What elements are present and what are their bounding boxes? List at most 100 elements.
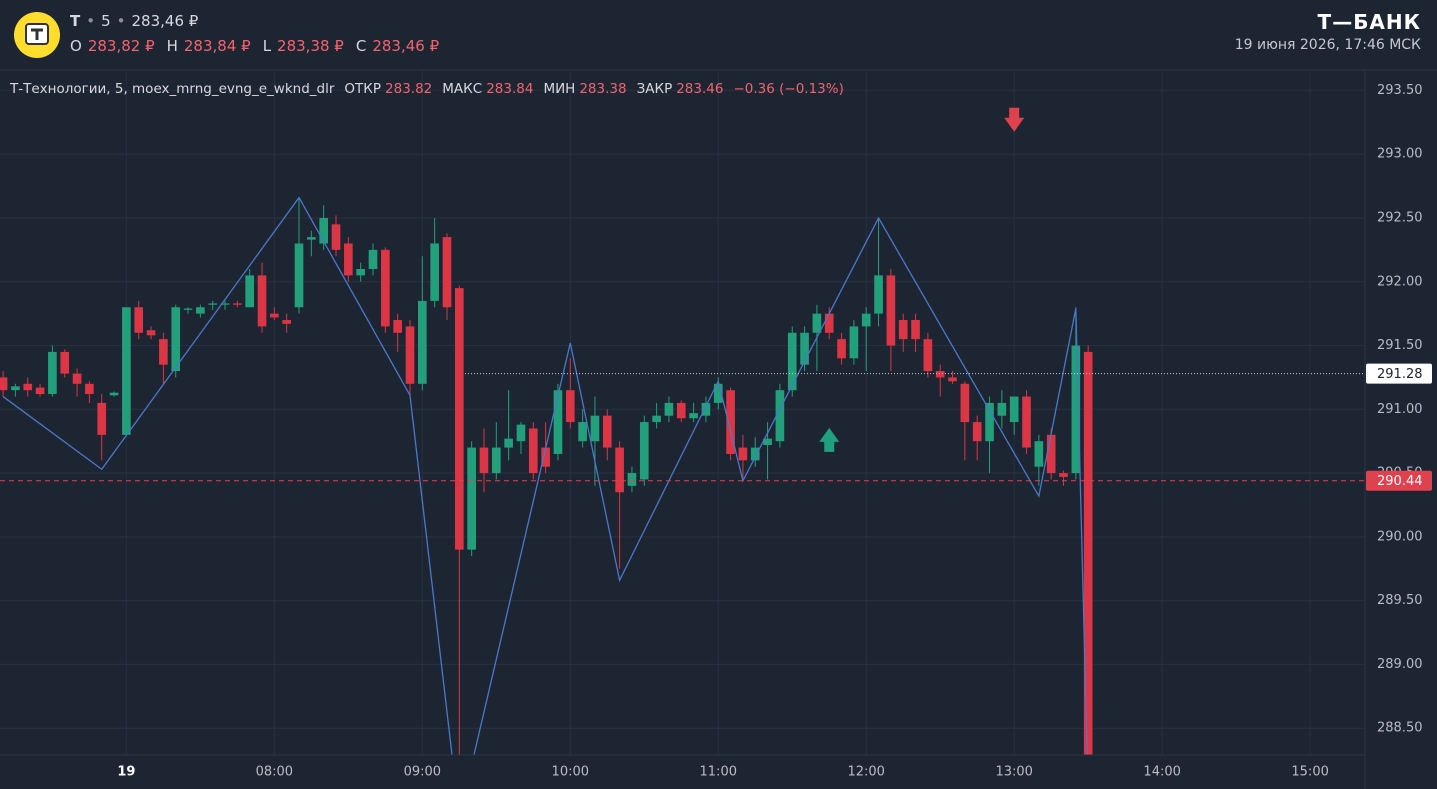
candle-body [48,351,57,395]
x-tick-label: 13:00 [995,765,1032,780]
candle-body [171,307,181,372]
price-label-bg [1366,470,1432,491]
candle-body [430,243,439,301]
candle-body [134,307,144,333]
candle-body [11,386,20,391]
candle-body [911,320,920,340]
candle-body [602,415,612,448]
candle-body [726,390,735,454]
zigzag-line [2,196,1088,755]
candle-body [479,447,489,474]
y-tick-label: 291.00 [1377,402,1423,417]
candle-body [319,217,328,244]
candle-body [491,447,501,474]
ticker: T [70,12,81,30]
brand: Т—БАНК [1317,10,1421,34]
candle-body [627,473,637,486]
candle-body [405,326,415,384]
candle-body [97,402,107,435]
candle-body [652,415,661,423]
ohlc-key: L [262,37,272,55]
candle-body [257,275,267,327]
candle-body [775,390,785,442]
candle-body [528,428,538,474]
candle-body [578,422,587,442]
candle-body [738,447,748,461]
y-tick-label: 290.00 [1377,529,1423,544]
y-tick-label: 288.50 [1377,721,1423,736]
legend-value: 283.46 [676,81,724,97]
candle-body [35,387,45,395]
candle-body [689,413,698,419]
legend-value: 283.82 [385,81,433,97]
x-tick-label: 19 [117,765,135,780]
candle-body [1022,396,1031,448]
candle-body [664,402,674,416]
interval: 5 [101,12,111,30]
candle-body [1034,441,1044,467]
candle-body [935,371,945,378]
candle-body [282,320,292,324]
dot: • [116,12,126,30]
candle-body [948,377,957,382]
candle-body [467,447,476,550]
candle-body [750,447,760,461]
ohlc-key: H [166,37,178,55]
x-tick-label: 12:00 [847,765,884,780]
price-label: 290.44 [1377,474,1423,489]
candle-body [159,339,168,365]
candle-body [874,275,883,314]
candle-body [1083,351,1093,755]
legend: Т-Технологии, 5, moex_mrng_evng_e_wknd_d… [10,81,844,97]
candle-body [1009,396,1019,423]
legend-key: МАКС [442,81,483,97]
candle-body [541,447,550,467]
legend-value: 283.38 [579,81,627,97]
ohlc-key: O [70,37,82,55]
x-tick-label: 14:00 [1143,765,1180,780]
legend-key: ЗАКР [636,81,673,97]
candle-body [72,373,82,384]
candle-body [393,320,402,333]
axes: 288.50289.00289.50290.00290.50291.00291.… [0,70,1432,789]
price-label: 291.28 [1377,367,1423,382]
candle-body [861,313,871,327]
candle-body [849,326,859,359]
y-tick-label: 293.50 [1377,83,1423,98]
candle-body [972,422,982,442]
candle-body [331,224,341,250]
candle-body [763,438,772,446]
candle-body [344,243,353,276]
ohlc-value: 283,82 ₽ [87,37,155,55]
candle-body [898,320,908,340]
candle-body [824,313,834,333]
candle-body [23,383,33,391]
candle-body [270,313,279,318]
candle-body [997,402,1007,416]
candle-body [565,390,575,423]
candle-body [122,307,131,435]
signal-arrow [819,427,840,452]
candle-body [504,438,513,448]
ohlc-value: 283,38 ₽ [277,37,344,55]
candle-body [60,351,70,374]
candle-body [800,332,809,365]
candle-body [1046,434,1056,474]
ohlc-value: 283,46 ₽ [372,37,440,55]
ohlc-value: 283,84 ₽ [183,37,251,55]
candle-body [713,383,723,403]
ohlc-key: C [355,37,367,55]
candle-body [701,402,711,416]
ohlc: O 283,82 ₽ H 283,84 ₽ L 283,38 ₽ C 283,46 ₽ [70,37,445,55]
x-tick-label: 15:00 [1291,765,1328,780]
candle-body [923,339,933,372]
candle-body [196,307,205,314]
price-label-bg [1366,363,1432,384]
candle-body [146,330,156,336]
candle-body [639,422,649,480]
candle-body [245,275,255,308]
plot [0,107,1365,755]
x-tick-label: 11:00 [700,765,737,780]
candle-body [85,383,94,395]
